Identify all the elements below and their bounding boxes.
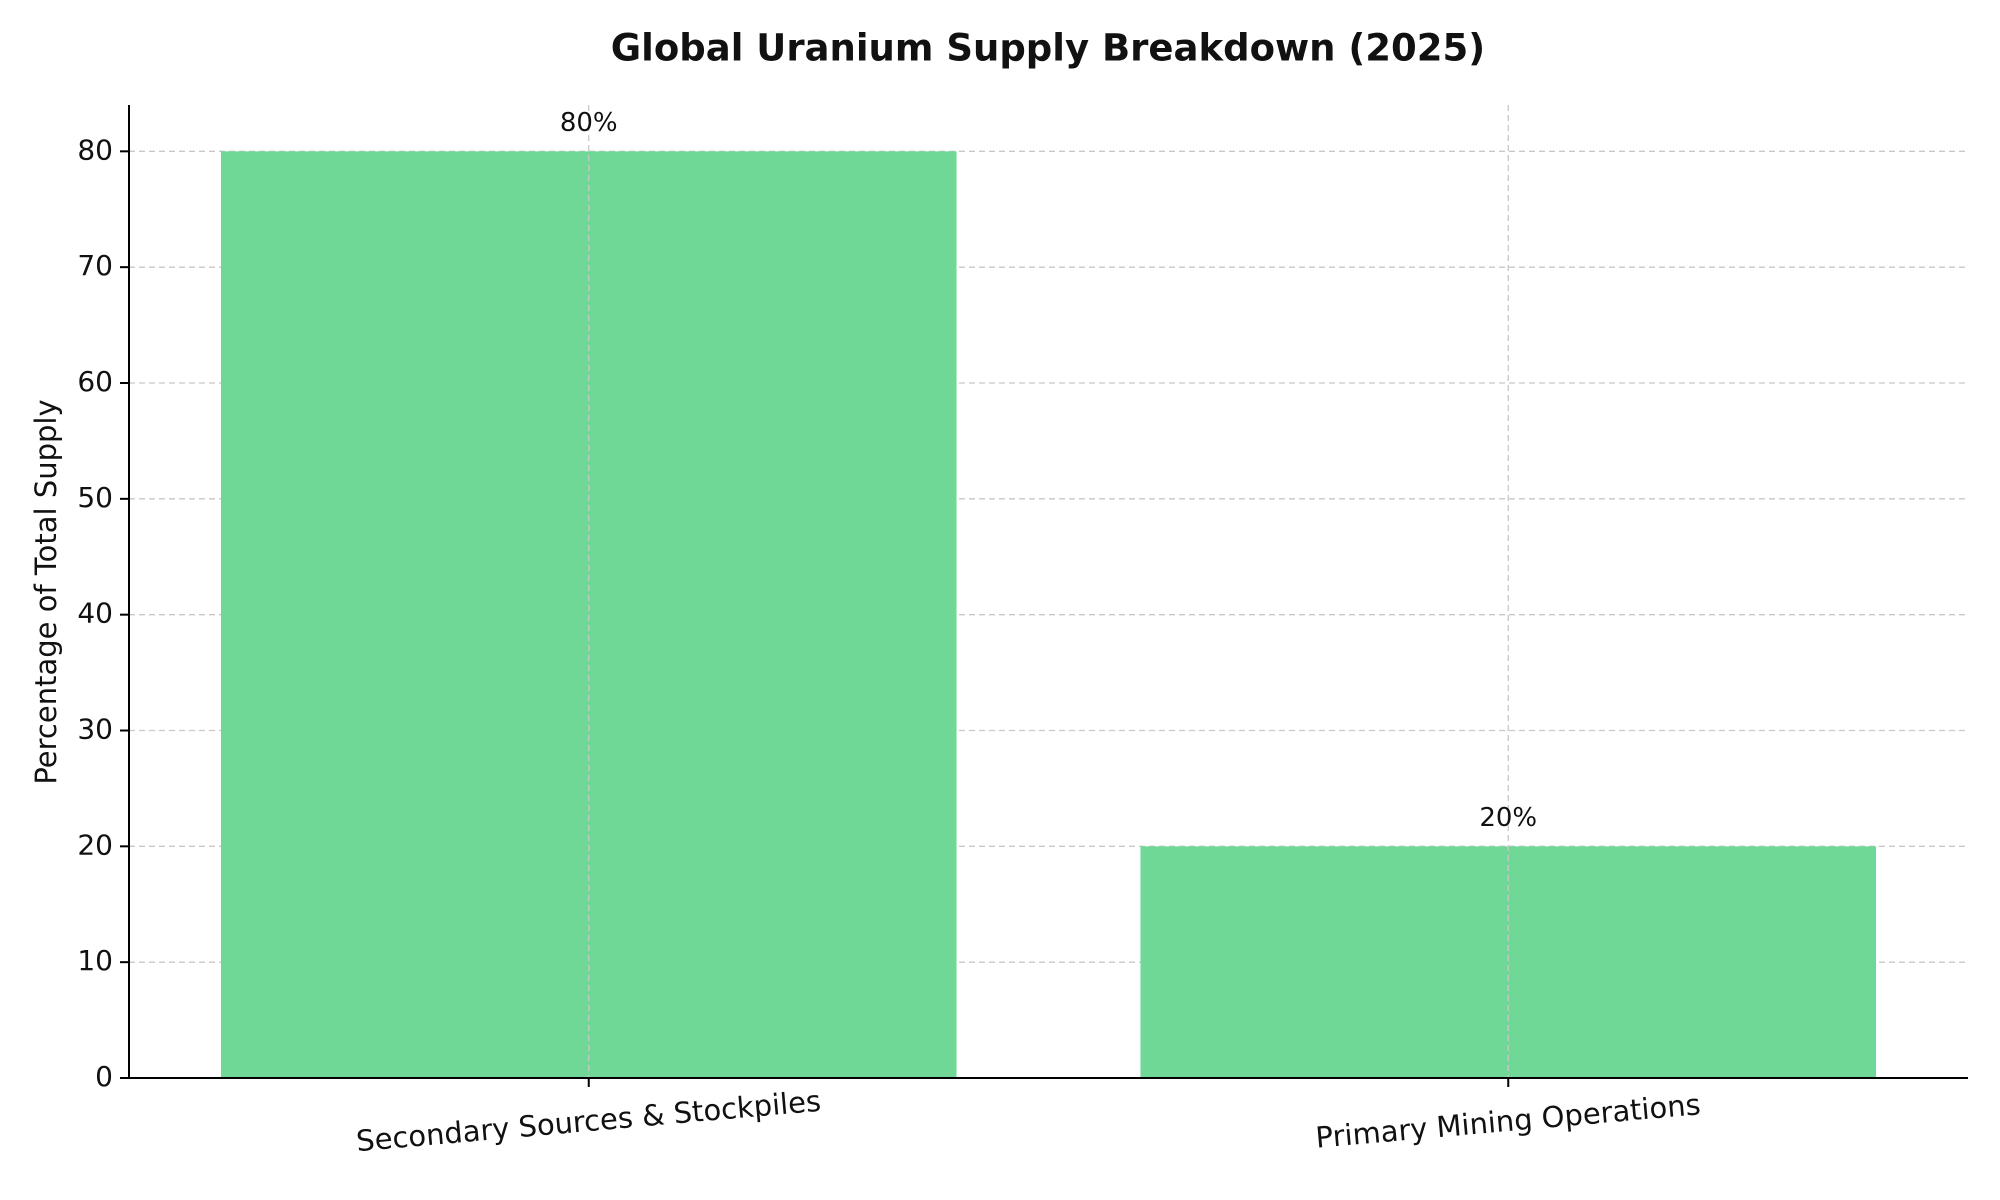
y-tick-label: 70 bbox=[77, 249, 113, 282]
y-tick-label: 40 bbox=[77, 597, 113, 630]
chart-title: Global Uranium Supply Breakdown (2025) bbox=[611, 27, 1485, 70]
y-tick-label: 30 bbox=[77, 713, 113, 746]
bar bbox=[1140, 846, 1877, 1078]
value-label: 20% bbox=[1479, 803, 1537, 833]
value-label: 80% bbox=[560, 108, 618, 138]
y-axis-label: Percentage of Total Supply bbox=[29, 399, 63, 784]
x-tick-label: Primary Mining Operations bbox=[1314, 1087, 1702, 1155]
y-tick-label: 20 bbox=[77, 828, 113, 861]
y-tick-label: 60 bbox=[77, 365, 113, 398]
y-tick-label: 0 bbox=[95, 1060, 113, 1093]
y-tick-label: 80 bbox=[77, 133, 113, 166]
x-tick-label: Secondary Sources & Stockpiles bbox=[355, 1084, 822, 1159]
y-tick-label: 10 bbox=[77, 944, 113, 977]
y-tick-label: 50 bbox=[77, 481, 113, 514]
